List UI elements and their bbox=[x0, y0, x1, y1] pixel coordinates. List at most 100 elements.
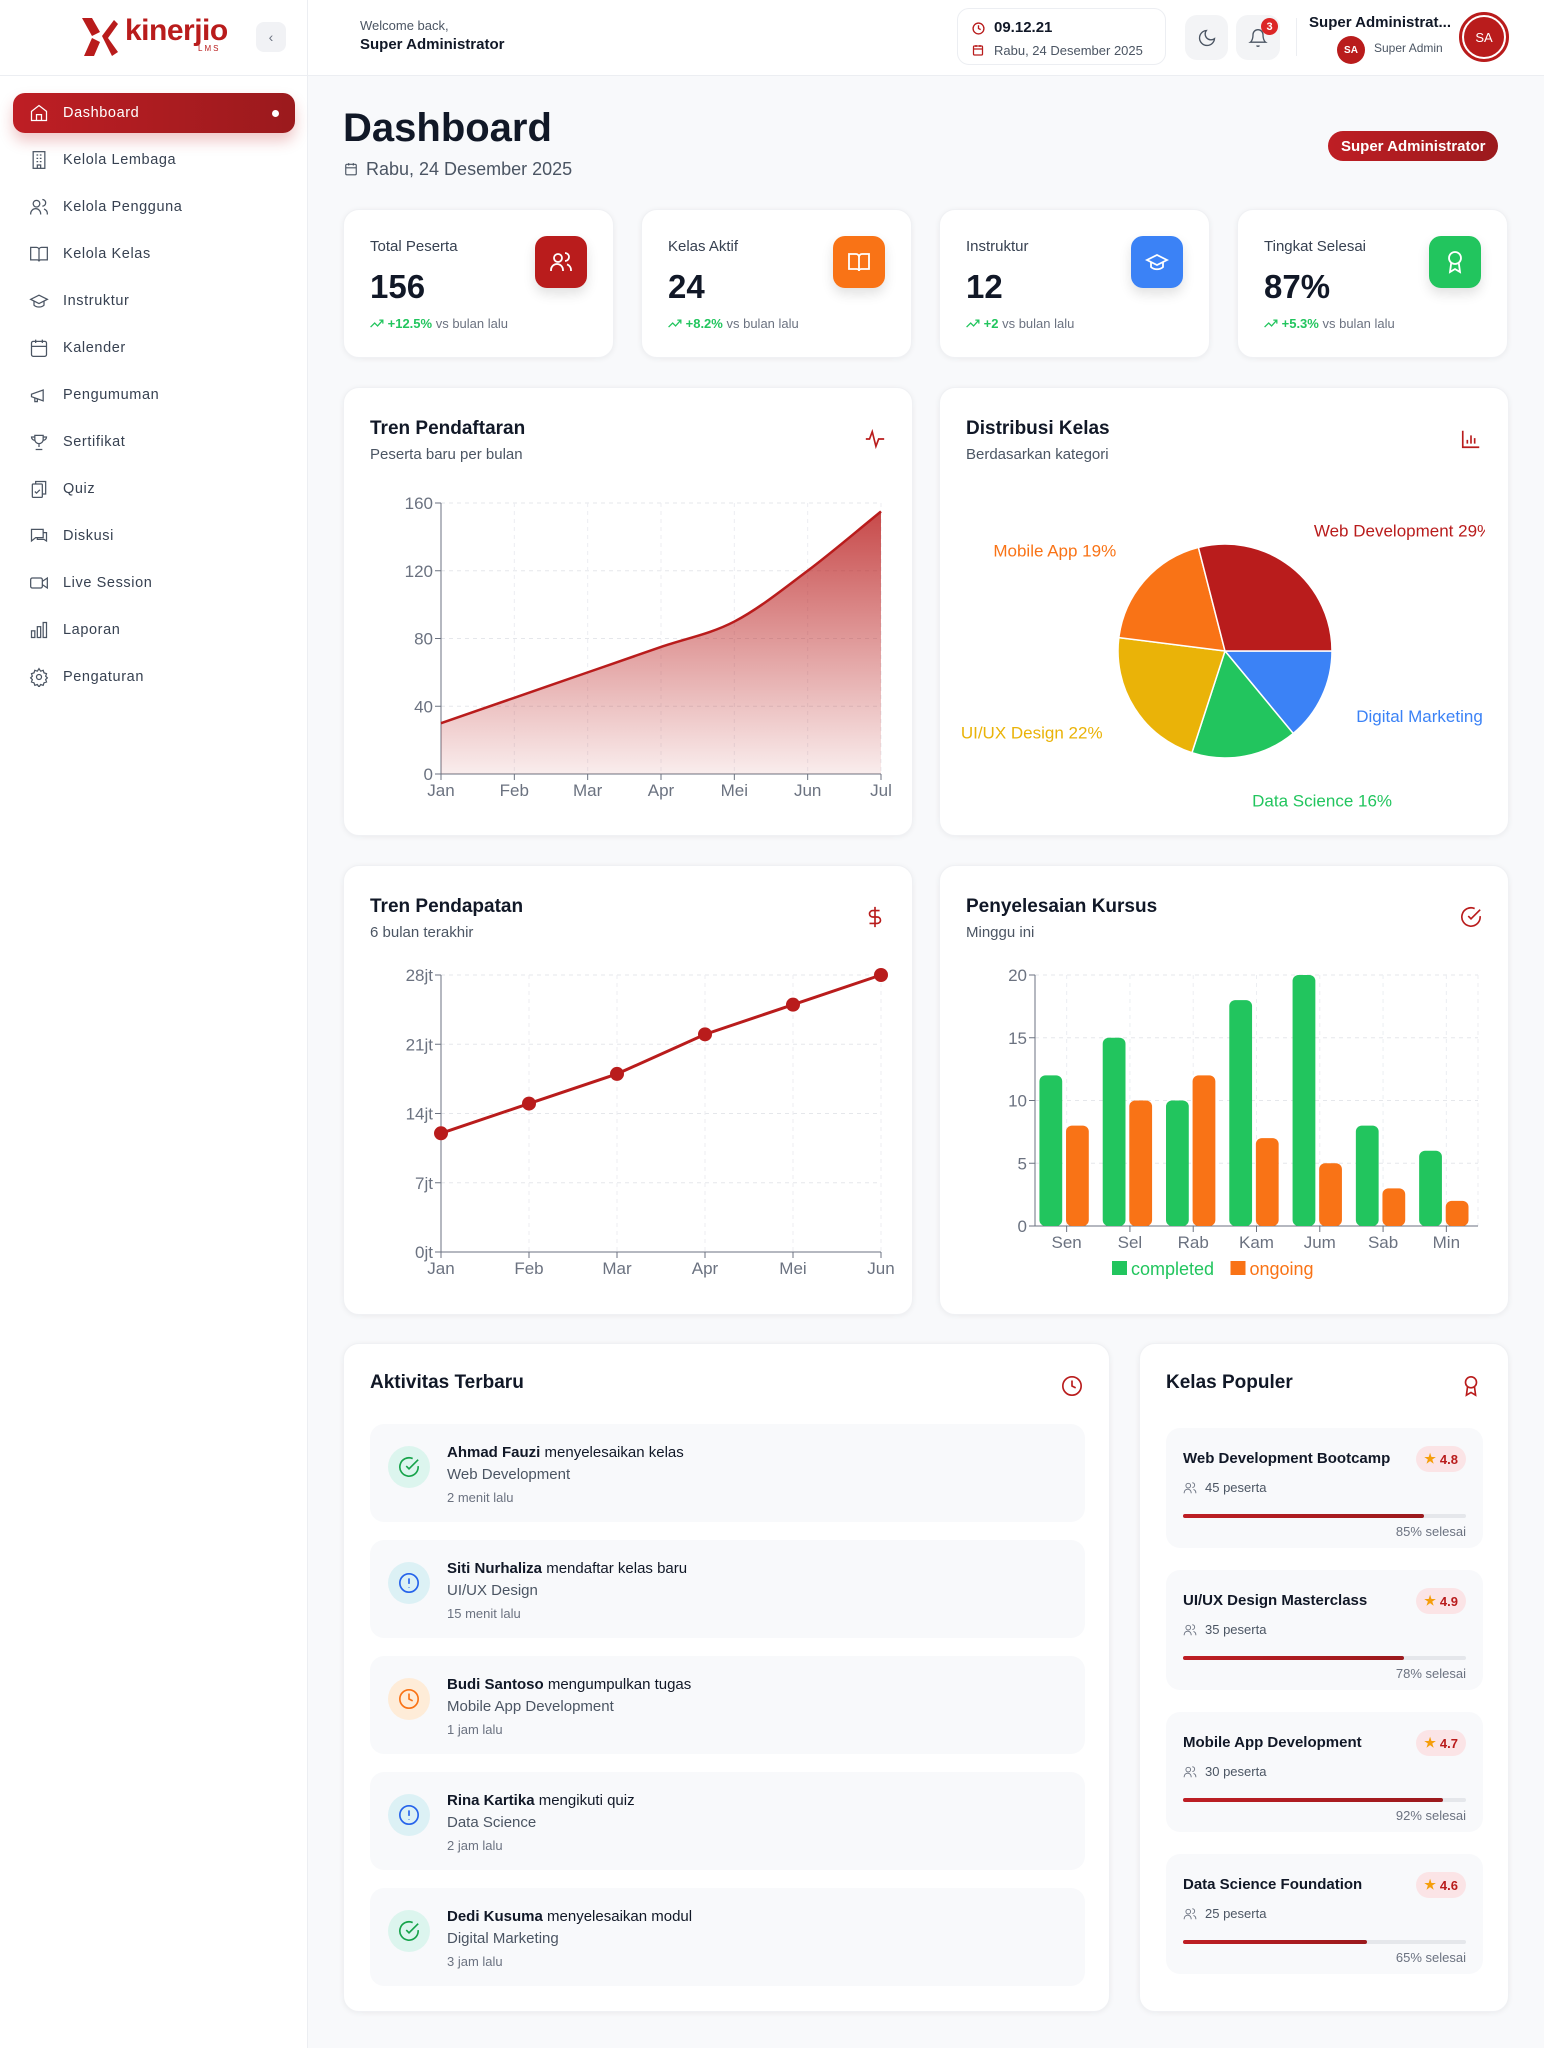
stat-card-instruktur: Instruktur 12 +2 vs bulan lalu bbox=[939, 209, 1210, 358]
x-tick-label: Mar bbox=[602, 1259, 632, 1278]
trending-up-icon bbox=[1264, 319, 1278, 328]
sidebar-item-diskusi[interactable]: Diskusi bbox=[13, 516, 295, 556]
logo-area: kinerjio LMS ‹ bbox=[0, 0, 308, 76]
popular-class-item[interactable]: Web Development Bootcamp ★ 4.8 45 peserta 85… bbox=[1166, 1428, 1483, 1548]
stat-value: 87% bbox=[1264, 268, 1331, 305]
x-tick-label: Jun bbox=[867, 1259, 894, 1278]
course-completion-bar-chart: 0 5 10 15 20 Sen Sel Rab Kam Jum Sab Min completed on… bbox=[1008, 966, 1479, 1279]
sidebar-item-label: Pengumuman bbox=[63, 387, 160, 403]
y-tick-label: 0 bbox=[424, 765, 433, 784]
sidebar-item-laporan[interactable]: Laporan bbox=[13, 610, 295, 650]
sidebar-item-label: Kelola Lembaga bbox=[63, 152, 177, 168]
class-name: Data Science Foundation bbox=[1183, 1876, 1363, 1893]
activity-user: Ahmad Fauzi bbox=[447, 1444, 541, 1461]
sidebar-item-quiz[interactable]: Quiz bbox=[13, 469, 295, 509]
sidebar-item-kelola-lembaga[interactable]: Kelola Lembaga bbox=[13, 140, 295, 180]
activity-item[interactable]: Budi Santoso mengumpulkan tugas Mobile Ap… bbox=[370, 1656, 1085, 1754]
participants: 30 peserta bbox=[1183, 1764, 1266, 1779]
activity-icon bbox=[865, 428, 885, 450]
y-tick-label: 40 bbox=[414, 697, 433, 716]
activity-icon-box bbox=[388, 1446, 430, 1488]
stat-icon-box bbox=[1429, 236, 1481, 288]
y-tick-label: 5 bbox=[1018, 1154, 1027, 1173]
x-tick-label: Rab bbox=[1178, 1233, 1209, 1252]
y-tick-label: 21jt bbox=[406, 1035, 434, 1054]
progress-label: 85% selesai bbox=[1395, 1524, 1466, 1539]
calendar-icon bbox=[345, 163, 357, 176]
pie-label: UI/UX Design 22% bbox=[961, 724, 1103, 743]
activity-text: Budi Santoso mengumpulkan tugas bbox=[447, 1676, 691, 1693]
notifications-button[interactable]: 3 bbox=[1236, 15, 1280, 60]
gear-icon bbox=[29, 667, 49, 687]
y-tick-label: 0 bbox=[1018, 1217, 1027, 1236]
sidebar-item-instruktur[interactable]: Instruktur bbox=[13, 281, 295, 321]
sidebar-item-pengumuman[interactable]: Pengumuman bbox=[13, 375, 295, 415]
users-icon bbox=[1183, 1623, 1197, 1635]
award-icon bbox=[1448, 251, 1462, 274]
dark-mode-toggle[interactable] bbox=[1185, 15, 1228, 60]
bar-completed bbox=[1292, 975, 1316, 1226]
sidebar-item-kelola-pengguna[interactable]: Kelola Pengguna bbox=[13, 187, 295, 227]
progress-label: 92% selesai bbox=[1395, 1808, 1466, 1823]
activity-item[interactable]: Rina Kartika mengikuti quiz Data Science 2… bbox=[370, 1772, 1085, 1870]
popular-class-item[interactable]: Data Science Foundation ★ 4.6 25 peserta 65%… bbox=[1166, 1854, 1483, 1974]
activity-item[interactable]: Ahmad Fauzi menyelesaikan kelas Web Devel… bbox=[370, 1424, 1085, 1522]
rating-badge: ★ 4.8 bbox=[1416, 1446, 1466, 1472]
card-subtitle: Peserta baru per bulan bbox=[370, 446, 523, 463]
class-distribution-pie-chart: Digital Marketing 14% Data Science 16% UI/… bbox=[961, 522, 1510, 811]
stat-change: +5.3% vs bulan lalu bbox=[1264, 316, 1395, 331]
pie-label: Digital Marketing 14% bbox=[1356, 707, 1510, 726]
popular-class-item[interactable]: Mobile App Development ★ 4.7 30 peserta 92% … bbox=[1166, 1712, 1483, 1832]
activity-item[interactable]: Dedi Kusuma menyelesaikan modul Digital M… bbox=[370, 1888, 1085, 1986]
sidebar-item-kalender[interactable]: Kalender bbox=[13, 328, 295, 368]
sidebar-item-dashboard[interactable]: Dashboard bbox=[13, 93, 295, 133]
bar-ongoing bbox=[1445, 1200, 1469, 1226]
sidebar-item-label: Dashboard bbox=[63, 105, 140, 121]
dollar-icon bbox=[868, 906, 882, 928]
course-completion-card: Penyelesaian Kursus Minggu ini 0 5 10 15 20 S… bbox=[939, 865, 1509, 1315]
sidebar-item-label: Instruktur bbox=[63, 293, 130, 309]
sidebar-item-sertifikat[interactable]: Sertifikat bbox=[13, 422, 295, 462]
collapse-sidebar-button[interactable]: ‹ bbox=[256, 22, 286, 52]
divider bbox=[1296, 18, 1297, 56]
check-circle-icon bbox=[1461, 907, 1481, 927]
stat-icon-box bbox=[833, 236, 885, 288]
data-point bbox=[698, 1027, 712, 1042]
trending-up-icon bbox=[966, 319, 980, 328]
sidebar-item-pengaturan[interactable]: Pengaturan bbox=[13, 657, 295, 697]
bar-completed bbox=[1102, 1037, 1126, 1226]
participants: 25 peserta bbox=[1183, 1906, 1266, 1921]
logo-icon bbox=[82, 18, 118, 56]
participants: 45 peserta bbox=[1183, 1480, 1266, 1495]
data-point bbox=[610, 1066, 624, 1081]
popular-class-item[interactable]: UI/UX Design Masterclass ★ 4.9 35 peserta 78… bbox=[1166, 1570, 1483, 1690]
y-tick-label: 14jt bbox=[406, 1105, 434, 1124]
user-avatar[interactable]: SA bbox=[1459, 12, 1509, 62]
stat-value: 24 bbox=[668, 268, 705, 305]
sidebar-item-kelola-kelas[interactable]: Kelola Kelas bbox=[13, 234, 295, 274]
rating-value: 4.6 bbox=[1439, 1877, 1458, 1893]
pie-slice bbox=[1197, 543, 1333, 652]
avatar-initials: SA bbox=[1464, 17, 1504, 57]
x-tick-label: Feb bbox=[500, 781, 529, 800]
sidebar-item-live-session[interactable]: Live Session bbox=[13, 563, 295, 603]
pie-label: Data Science 16% bbox=[1252, 792, 1392, 811]
participants: 35 peserta bbox=[1183, 1622, 1266, 1637]
card-title: Kelas Populer bbox=[1166, 1372, 1293, 1393]
stat-icon-box bbox=[1131, 236, 1183, 288]
x-tick-label: Apr bbox=[648, 781, 675, 800]
bar-completed bbox=[1039, 1075, 1063, 1226]
series-line bbox=[440, 973, 882, 1135]
participant-count: 35 peserta bbox=[1205, 1622, 1267, 1637]
registration-area-chart: 0 40 80 120 160 Jan Feb Mar Apr Mei Jun Jul bbox=[405, 494, 892, 800]
stat-value: 156 bbox=[370, 268, 426, 305]
sidebar-item-label: Diskusi bbox=[63, 528, 114, 544]
calendar-icon bbox=[30, 339, 48, 357]
graduation-cap-icon bbox=[1145, 253, 1169, 271]
stat-change-suffix: vs bulan lalu bbox=[1002, 316, 1075, 331]
activity-item[interactable]: Siti Nurhaliza mendaftar kelas baru UI/UX… bbox=[370, 1540, 1085, 1638]
y-tick-label: 15 bbox=[1008, 1029, 1027, 1048]
stat-change-suffix: vs bulan lalu bbox=[1322, 316, 1395, 331]
stat-change-suffix: vs bulan lalu bbox=[435, 316, 508, 331]
star-icon: ★ bbox=[1424, 1593, 1436, 1608]
